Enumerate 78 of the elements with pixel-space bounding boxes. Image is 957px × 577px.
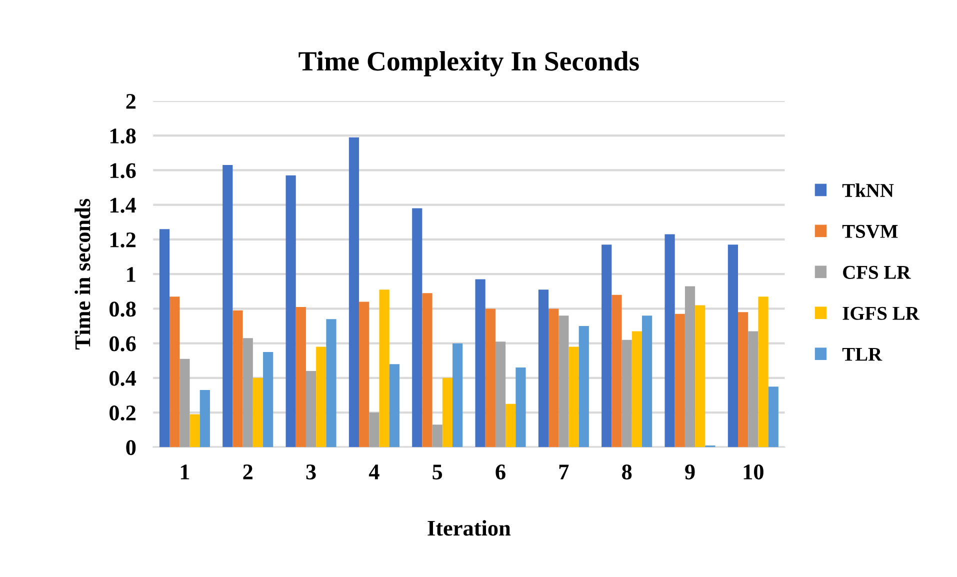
x-tick-label: 3: [306, 464, 316, 480]
bar: [516, 368, 526, 448]
bar: [748, 331, 758, 448]
bar: [548, 308, 559, 448]
bar: [442, 378, 453, 448]
bar: [432, 424, 442, 448]
bar: [506, 404, 516, 448]
bar: [674, 314, 685, 448]
bar: [286, 175, 296, 448]
x-tick-label: 6: [496, 464, 506, 480]
bar: [538, 290, 549, 448]
bar: [495, 342, 506, 448]
x-tick-label: 8: [622, 464, 632, 480]
bar: [768, 386, 778, 448]
bar: [568, 346, 579, 448]
legend-label: CFS LR: [843, 266, 911, 279]
legend-label: TSVM: [842, 224, 898, 238]
bar: [232, 310, 243, 448]
bar: [170, 296, 180, 448]
bar: [159, 229, 170, 448]
chart-title: Time Complexity In Seconds: [298, 51, 639, 76]
bar: [642, 316, 652, 448]
bar: [306, 371, 316, 448]
y-tick-label: 1.2: [110, 232, 136, 248]
y-tick-label: 1: [127, 267, 136, 282]
bar: [684, 286, 696, 448]
y-tick-label: 0.6: [110, 336, 136, 352]
x-tick-label: 1: [180, 464, 190, 480]
bar: [612, 294, 622, 448]
bar: [222, 165, 233, 448]
x-tick-label: 10: [744, 464, 764, 480]
y-axis-title: Time in seconds: [74, 198, 90, 350]
y-tick-label: 1.6: [110, 163, 136, 178]
y-tick-label: 0: [126, 440, 136, 456]
x-tick-label: 9: [685, 464, 695, 480]
bar: [632, 331, 642, 448]
bar: [242, 338, 253, 448]
bar: [422, 293, 432, 448]
bar: [348, 137, 360, 448]
legend-label: IGFS LR: [842, 306, 920, 320]
bar: [452, 343, 463, 448]
bar: [252, 378, 264, 448]
y-tick-label: 0.4: [110, 370, 136, 386]
bar: [296, 306, 306, 448]
bar: [200, 390, 210, 448]
y-tick-label: 2: [126, 94, 136, 109]
bar: [190, 414, 200, 448]
y-tick-label: 0.8: [110, 302, 136, 317]
bar: [558, 316, 569, 448]
bar: [695, 305, 706, 448]
x-tick-label: 4: [368, 464, 380, 480]
bar: [369, 412, 380, 448]
y-tick-label: 1.8: [110, 128, 136, 144]
y-tick-label: 1.4: [110, 198, 136, 213]
legend-label: TLR: [842, 348, 882, 361]
x-tick-label: 5: [432, 464, 442, 480]
bar: [316, 346, 326, 448]
bar: [326, 319, 336, 448]
bar: [602, 244, 612, 448]
bar: [738, 312, 748, 448]
bar: [475, 279, 486, 448]
bar: [728, 244, 738, 448]
bar: [758, 296, 768, 448]
bar: [389, 364, 400, 448]
bar: [379, 290, 390, 448]
x-tick-label: 2: [243, 464, 252, 480]
bar: [578, 326, 589, 448]
bar: [359, 302, 370, 448]
bar: [263, 352, 274, 448]
y-tick-label: 0.2: [110, 405, 136, 421]
x-tick-label: 7: [559, 464, 569, 480]
bar: [622, 340, 632, 448]
bar: [485, 308, 496, 448]
legend-label: TkNN: [842, 183, 894, 197]
bar: [180, 358, 190, 448]
x-axis-title: Iteration: [428, 520, 511, 536]
bar: [664, 234, 675, 448]
bar: [412, 208, 422, 448]
